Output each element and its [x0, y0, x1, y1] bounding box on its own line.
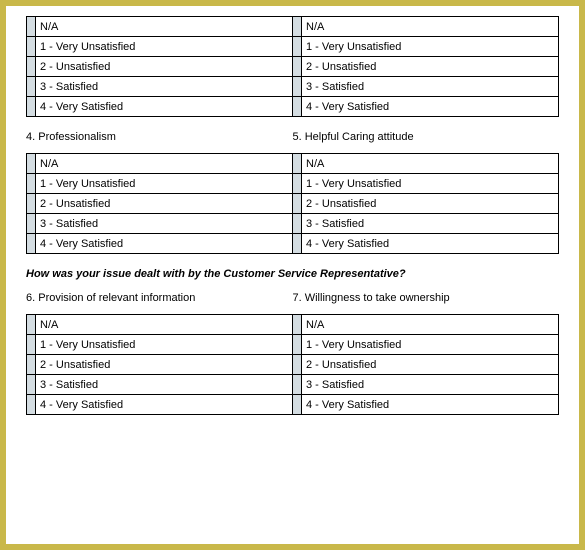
checkbox-cell[interactable]: [27, 57, 36, 77]
checkbox-cell[interactable]: [27, 375, 36, 395]
checkbox-cell[interactable]: [293, 335, 302, 355]
table-row: 3 - Satisfied 3 - Satisfied: [27, 375, 559, 395]
rating-label: 3 - Satisfied: [36, 77, 293, 97]
checkbox-cell[interactable]: [293, 315, 302, 335]
rating-label: 1 - Very Unsatisfied: [302, 37, 559, 57]
question-label-left: 6. Provision of relevant information: [26, 292, 293, 304]
question-label-left: 4. Professionalism: [26, 131, 293, 143]
table-row: N/A N/A: [27, 17, 559, 37]
rating-label: 4 - Very Satisfied: [36, 395, 293, 415]
rating-label: N/A: [36, 154, 293, 174]
rating-label: 3 - Satisfied: [36, 214, 293, 234]
checkbox-cell[interactable]: [27, 315, 36, 335]
rating-label: 4 - Very Satisfied: [302, 395, 559, 415]
checkbox-cell[interactable]: [293, 174, 302, 194]
question-row: 4. Professionalism 5. Helpful Caring att…: [26, 131, 559, 143]
rating-label: 3 - Satisfied: [302, 375, 559, 395]
checkbox-cell[interactable]: [27, 194, 36, 214]
rating-label: 1 - Very Unsatisfied: [36, 174, 293, 194]
checkbox-cell[interactable]: [293, 214, 302, 234]
table-row: 3 - Satisfied 3 - Satisfied: [27, 214, 559, 234]
rating-label: N/A: [302, 17, 559, 37]
question-label-right: 5. Helpful Caring attitude: [293, 131, 560, 143]
table-row: 3 - Satisfied 3 - Satisfied: [27, 77, 559, 97]
table-row: 2 - Unsatisfied 2 - Unsatisfied: [27, 355, 559, 375]
rating-label: N/A: [302, 315, 559, 335]
checkbox-cell[interactable]: [27, 97, 36, 117]
table-row: 2 - Unsatisfied 2 - Unsatisfied: [27, 194, 559, 214]
rating-label: 4 - Very Satisfied: [302, 97, 559, 117]
rating-label: N/A: [302, 154, 559, 174]
rating-label: 4 - Very Satisfied: [302, 234, 559, 254]
rating-label: 2 - Unsatisfied: [36, 57, 293, 77]
question-row: 6. Provision of relevant information 7. …: [26, 292, 559, 304]
rating-label: 4 - Very Satisfied: [36, 234, 293, 254]
rating-label: N/A: [36, 315, 293, 335]
rating-label: 1 - Very Unsatisfied: [36, 37, 293, 57]
checkbox-cell[interactable]: [27, 214, 36, 234]
section-heading: How was your issue dealt with by the Cus…: [26, 268, 559, 280]
rating-label: 1 - Very Unsatisfied: [302, 335, 559, 355]
rating-table-block-2: N/A N/A 1 - Very Unsatisfied 1 - Very Un…: [26, 153, 559, 254]
table-row: 1 - Very Unsatisfied 1 - Very Unsatisfie…: [27, 37, 559, 57]
checkbox-cell[interactable]: [27, 77, 36, 97]
checkbox-cell[interactable]: [293, 395, 302, 415]
table-row: 1 - Very Unsatisfied 1 - Very Unsatisfie…: [27, 174, 559, 194]
table-row: N/A N/A: [27, 315, 559, 335]
checkbox-cell[interactable]: [27, 174, 36, 194]
checkbox-cell[interactable]: [27, 395, 36, 415]
rating-label: 3 - Satisfied: [36, 375, 293, 395]
table-row: 4 - Very Satisfied 4 - Very Satisfied: [27, 234, 559, 254]
checkbox-cell[interactable]: [293, 17, 302, 37]
checkbox-cell[interactable]: [27, 37, 36, 57]
table-row: 2 - Unsatisfied 2 - Unsatisfied: [27, 57, 559, 77]
rating-label: 2 - Unsatisfied: [302, 57, 559, 77]
checkbox-cell[interactable]: [293, 194, 302, 214]
checkbox-cell[interactable]: [293, 375, 302, 395]
rating-label: 1 - Very Unsatisfied: [302, 174, 559, 194]
rating-table-block-3: N/A N/A 1 - Very Unsatisfied 1 - Very Un…: [26, 314, 559, 415]
table-row: 4 - Very Satisfied 4 - Very Satisfied: [27, 97, 559, 117]
checkbox-cell[interactable]: [27, 154, 36, 174]
checkbox-cell[interactable]: [293, 77, 302, 97]
checkbox-cell[interactable]: [27, 17, 36, 37]
table-row: N/A N/A: [27, 154, 559, 174]
rating-label: 2 - Unsatisfied: [302, 194, 559, 214]
rating-label: 4 - Very Satisfied: [36, 97, 293, 117]
checkbox-cell[interactable]: [293, 355, 302, 375]
rating-label: 1 - Very Unsatisfied: [36, 335, 293, 355]
checkbox-cell[interactable]: [293, 154, 302, 174]
checkbox-cell[interactable]: [27, 355, 36, 375]
checkbox-cell[interactable]: [27, 234, 36, 254]
rating-table-block-1: N/A N/A 1 - Very Unsatisfied 1 - Very Un…: [26, 16, 559, 117]
rating-label: 3 - Satisfied: [302, 77, 559, 97]
checkbox-cell[interactable]: [27, 335, 36, 355]
rating-label: 2 - Unsatisfied: [36, 355, 293, 375]
table-row: 4 - Very Satisfied 4 - Very Satisfied: [27, 395, 559, 415]
table-row: 1 - Very Unsatisfied 1 - Very Unsatisfie…: [27, 335, 559, 355]
checkbox-cell[interactable]: [293, 37, 302, 57]
rating-label: 3 - Satisfied: [302, 214, 559, 234]
checkbox-cell[interactable]: [293, 57, 302, 77]
rating-label: 2 - Unsatisfied: [36, 194, 293, 214]
rating-label: N/A: [36, 17, 293, 37]
rating-label: 2 - Unsatisfied: [302, 355, 559, 375]
checkbox-cell[interactable]: [293, 97, 302, 117]
question-label-right: 7. Willingness to take ownership: [293, 292, 560, 304]
checkbox-cell[interactable]: [293, 234, 302, 254]
